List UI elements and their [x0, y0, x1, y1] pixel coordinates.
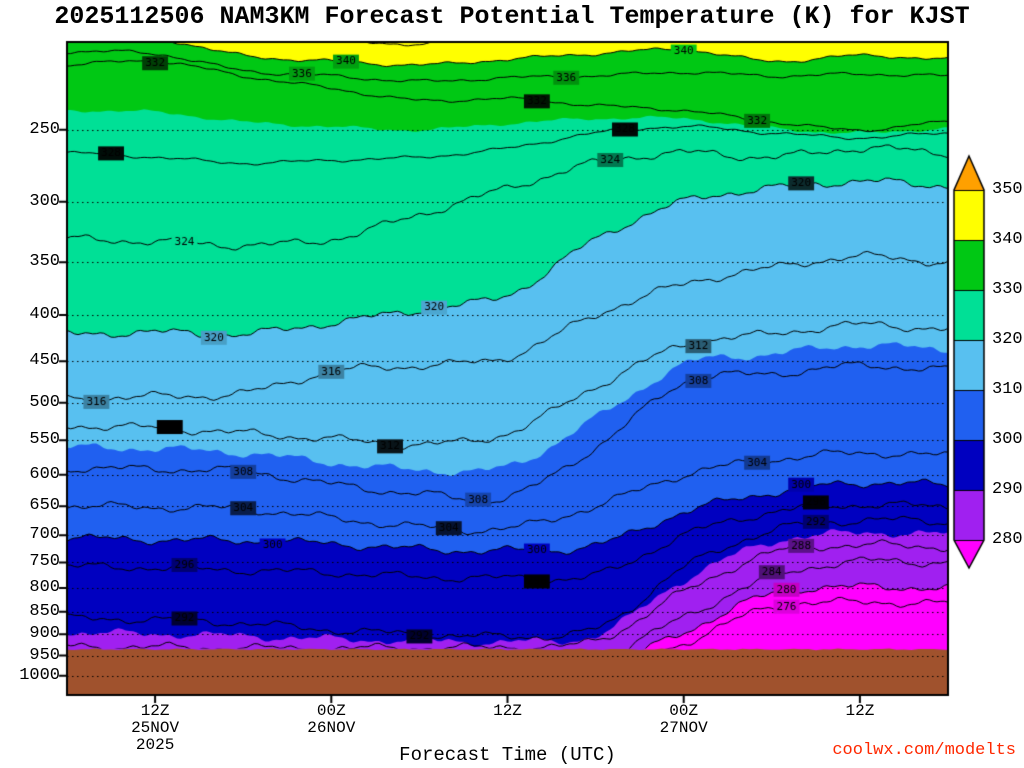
x-tick-label: 12Z 25NOV 2025: [90, 703, 220, 754]
y-tick-label: 650: [29, 496, 60, 516]
x-tick-line: 00Z: [669, 702, 699, 720]
chart-title: 2025112506 NAM3KM Forecast Potential Tem…: [54, 2, 970, 31]
y-tick-label: 800: [29, 577, 60, 597]
y-tick-label: 450: [29, 351, 60, 371]
y-tick-label: 300: [29, 191, 60, 211]
colorbar-tick-label: 280: [992, 530, 1023, 549]
y-tick-label: 550: [29, 430, 60, 450]
y-tick-label: 600: [29, 464, 60, 484]
x-tick-label: 12Z: [795, 703, 925, 720]
y-tick-label: 750: [29, 552, 60, 572]
colorbar-tick-label: 300: [992, 430, 1023, 449]
x-tick-line: 12Z: [845, 702, 875, 720]
x-tick-line: 12Z: [493, 702, 522, 720]
x-tick-line: 00Z: [316, 702, 346, 720]
y-tick-label: 500: [29, 392, 60, 412]
y-tick-label: 400: [29, 304, 60, 324]
x-axis-title: Forecast Time (UTC): [399, 744, 616, 766]
y-tick-label: 700: [29, 525, 60, 545]
x-tick-line: 26NOV: [307, 719, 356, 737]
colorbar-tick-label: 340: [992, 230, 1023, 249]
y-tick-label: 250: [29, 119, 60, 139]
x-tick-line: 12Z: [140, 702, 170, 720]
y-tick-label: 1000: [19, 665, 60, 685]
colorbar-tick-label: 330: [992, 280, 1023, 299]
y-tick-label: 950: [29, 645, 60, 665]
y-tick-label: 850: [29, 601, 60, 621]
y-tick-label: 900: [29, 624, 60, 644]
x-tick-label: 00Z 27NOV: [619, 703, 749, 737]
x-tick-label: 12Z: [443, 703, 573, 720]
x-tick-line: 27NOV: [659, 719, 708, 737]
colorbar-tick-label: 350: [992, 180, 1023, 199]
watermark-text: coolwx.com/modelts: [832, 741, 1016, 760]
colorbar-tick-label: 310: [992, 380, 1023, 399]
x-tick-line: 25NOV: [131, 719, 180, 737]
x-tick-label: 00Z 26NOV: [266, 703, 396, 737]
colorbar-tick-label: 290: [992, 480, 1023, 499]
y-tick-label: 350: [29, 252, 60, 272]
x-tick-line: 2025: [135, 736, 175, 754]
colorbar-tick-label: 320: [992, 330, 1023, 349]
